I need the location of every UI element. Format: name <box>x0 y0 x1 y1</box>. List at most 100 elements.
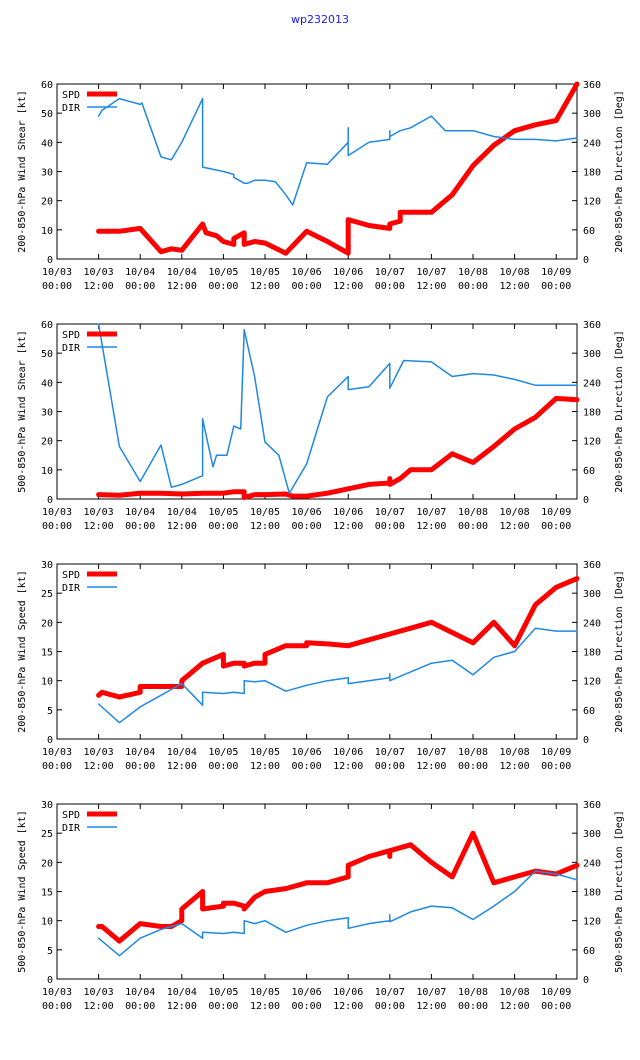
x-tick-label-date: 10/07 <box>375 987 405 998</box>
x-tick-label-date: 10/06 <box>292 747 322 758</box>
legend-label-spd: SPD <box>62 90 80 101</box>
x-tick-label-date: 10/08 <box>458 987 488 998</box>
x-tick-label-date: 10/06 <box>333 987 363 998</box>
y-right-tick-label: 0 <box>583 735 589 746</box>
y-left-tick-label: 25 <box>41 589 53 600</box>
y-right-tick-label: 60 <box>583 466 595 477</box>
y-left-tick-label: 0 <box>47 735 53 746</box>
x-tick-label-time: 12:00 <box>84 281 114 292</box>
x-tick-label-time: 12:00 <box>500 761 530 772</box>
x-tick-label-date: 10/04 <box>167 267 197 278</box>
y-right-tick-label: 300 <box>583 109 601 120</box>
y-left-tick-label: 0 <box>47 255 53 266</box>
y-right-tick-label: 0 <box>583 975 589 986</box>
x-tick-label-date: 10/07 <box>375 507 405 518</box>
y-right-tick-label: 120 <box>583 437 601 448</box>
x-tick-label-date: 10/03 <box>84 507 114 518</box>
x-tick-label-time: 12:00 <box>250 521 280 532</box>
y-right-tick-label: 0 <box>583 495 589 506</box>
x-tick-label-time: 12:00 <box>84 521 114 532</box>
x-tick-label-time: 00:00 <box>458 521 488 532</box>
y-right-tick-label: 120 <box>583 197 601 208</box>
x-tick-label-date: 10/03 <box>42 987 72 998</box>
x-tick-label-time: 00:00 <box>375 761 405 772</box>
x-tick-label-date: 10/08 <box>500 987 530 998</box>
x-tick-label-time: 12:00 <box>250 761 280 772</box>
legend-label-spd: SPD <box>62 810 80 821</box>
legend-label-spd: SPD <box>62 570 80 581</box>
y-right-tick-label: 60 <box>583 226 595 237</box>
x-tick-label-date: 10/08 <box>500 507 530 518</box>
y-right-tick-label: 240 <box>583 378 601 389</box>
legend-label-dir: DIR <box>62 103 81 114</box>
page-title: wp232013 <box>291 13 349 26</box>
y-right-tick-label: 240 <box>583 138 601 149</box>
y-right-tick-label: 60 <box>583 706 595 717</box>
x-tick-label-time: 12:00 <box>333 1001 363 1012</box>
x-tick-label-date: 10/03 <box>84 267 114 278</box>
x-tick-label-date: 10/03 <box>84 747 114 758</box>
y-right-tick-label: 180 <box>583 168 601 179</box>
x-tick-label-date: 10/03 <box>42 507 72 518</box>
legend-label-dir: DIR <box>62 583 81 594</box>
y-left-tick-label: 20 <box>41 618 53 629</box>
x-tick-label-time: 00:00 <box>458 281 488 292</box>
y-left-tick-label: 15 <box>41 888 53 899</box>
y-left-tick-label: 30 <box>41 408 53 419</box>
x-tick-label-date: 10/09 <box>541 507 571 518</box>
y-right-tick-label: 300 <box>583 829 601 840</box>
x-tick-label-time: 12:00 <box>167 521 197 532</box>
x-tick-label-time: 00:00 <box>541 1001 571 1012</box>
x-tick-label-date: 10/06 <box>292 267 322 278</box>
y-right-axis-label: 200-850-hPa Direction [Deg] <box>614 330 625 493</box>
x-tick-label-date: 10/04 <box>167 987 197 998</box>
y-left-tick-label: 30 <box>41 168 53 179</box>
x-tick-label-time: 00:00 <box>541 761 571 772</box>
x-tick-label-time: 12:00 <box>84 761 114 772</box>
x-tick-label-date: 10/08 <box>458 747 488 758</box>
y-right-tick-label: 360 <box>583 320 601 331</box>
y-right-tick-label: 360 <box>583 80 601 91</box>
y-left-tick-label: 0 <box>47 975 53 986</box>
x-tick-label-date: 10/07 <box>375 747 405 758</box>
y-right-axis-label: 500-850-hPa Direction [Deg] <box>614 810 625 973</box>
x-tick-label-date: 10/05 <box>208 507 238 518</box>
x-tick-label-time: 00:00 <box>458 1001 488 1012</box>
x-tick-label-time: 00:00 <box>208 281 238 292</box>
x-tick-label-date: 10/05 <box>208 987 238 998</box>
x-tick-label-time: 00:00 <box>541 521 571 532</box>
y-left-tick-label: 40 <box>41 138 53 149</box>
x-tick-label-time: 00:00 <box>42 1001 72 1012</box>
y-left-axis-label: 200-850-hPa Wind Speed [kt] <box>17 570 28 733</box>
x-tick-label-time: 12:00 <box>333 761 363 772</box>
dir-series-line <box>97 870 578 957</box>
y-right-tick-label: 300 <box>583 349 601 360</box>
plot-frame <box>56 83 578 260</box>
x-tick-label-time: 00:00 <box>125 761 155 772</box>
y-left-tick-label: 10 <box>41 466 53 477</box>
x-tick-label-time: 00:00 <box>125 1001 155 1012</box>
y-right-tick-label: 360 <box>583 560 601 571</box>
y-right-tick-label: 240 <box>583 618 601 629</box>
x-tick-label-time: 12:00 <box>416 1001 446 1012</box>
chart-panel-1: 10/03 00:00 10/03 12:00 10/04 00:00 10/04 12:00… <box>17 80 625 292</box>
y-right-tick-label: 0 <box>583 255 589 266</box>
y-left-tick-label: 60 <box>41 320 53 331</box>
x-tick-label-time: 00:00 <box>292 1001 322 1012</box>
x-tick-label-date: 10/09 <box>541 747 571 758</box>
x-tick-label-time: 00:00 <box>42 521 72 532</box>
y-left-tick-label: 10 <box>41 226 53 237</box>
x-tick-label-time: 00:00 <box>458 761 488 772</box>
y-left-tick-label: 15 <box>41 648 53 659</box>
y-right-tick-label: 120 <box>583 677 601 688</box>
y-left-tick-label: 5 <box>47 946 53 957</box>
dir-series-line <box>97 323 578 494</box>
x-tick-label-date: 10/03 <box>42 747 72 758</box>
x-tick-label-date: 10/06 <box>333 747 363 758</box>
x-tick-label-time: 00:00 <box>208 1001 238 1012</box>
plot-frame <box>56 563 578 740</box>
x-tick-label-date: 10/09 <box>541 267 571 278</box>
legend-label-dir: DIR <box>62 343 81 354</box>
spd-series-line <box>96 576 580 700</box>
